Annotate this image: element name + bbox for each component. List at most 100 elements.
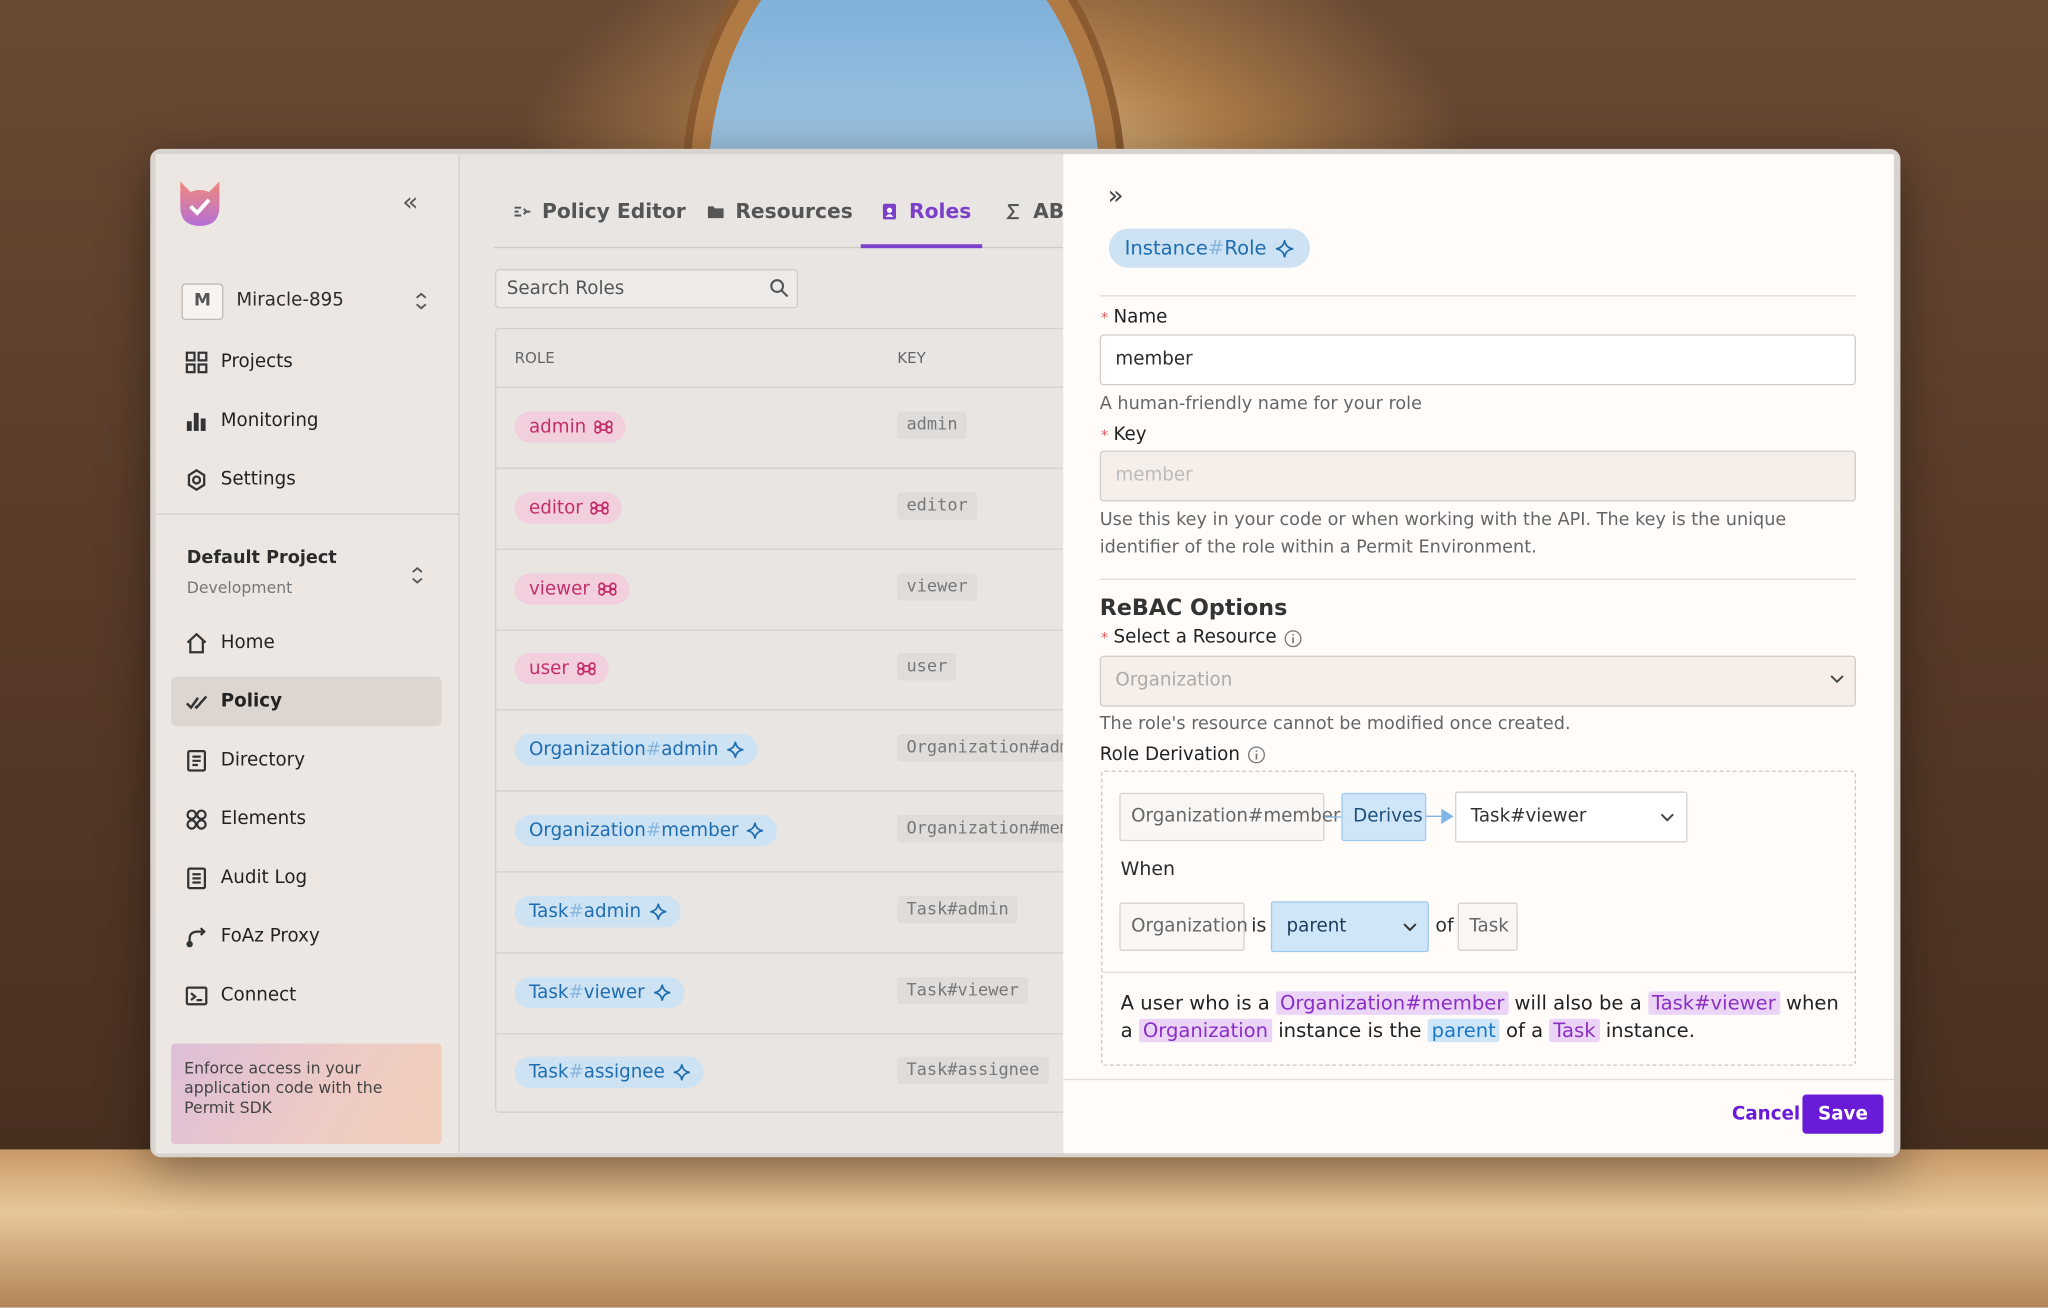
derivation-summary: A user who is a Organization#member will…	[1121, 990, 1846, 1045]
row-divider	[496, 709, 1064, 712]
derivation-verb: Derives	[1341, 792, 1427, 842]
tab-label: Policy Editor	[542, 199, 686, 224]
nav-item[interactable]: Elements	[171, 794, 441, 844]
tab-label: ABAC	[1033, 199, 1064, 224]
chevron	[1660, 813, 1674, 822]
relation-select[interactable]: parent	[1270, 901, 1429, 953]
connector	[1324, 816, 1342, 818]
tab-divider	[493, 246, 1064, 249]
roles-table	[495, 327, 1064, 1113]
tab-label: Resources	[735, 199, 853, 224]
info-icon[interactable]	[1248, 746, 1266, 764]
tab-active[interactable]: Roles	[880, 199, 971, 225]
highlight-term: Organization	[1138, 1018, 1272, 1043]
role-name: viewer	[528, 578, 590, 599]
role-pill: user	[514, 653, 609, 685]
role-name: Task#assignee	[528, 1062, 665, 1084]
when-label: When	[1120, 859, 1176, 881]
role-pill: admin	[514, 411, 626, 443]
highlight-term: Organization#member	[1276, 991, 1509, 1015]
divider	[1102, 971, 1855, 974]
sparkle-icon	[1275, 239, 1293, 257]
nav-label: Directory	[220, 749, 306, 771]
org-switch[interactable]	[414, 291, 428, 311]
row-divider	[496, 951, 1064, 954]
divider	[155, 513, 459, 515]
promo-card[interactable]: Enforce access in your application code …	[171, 1043, 442, 1145]
save-button[interactable]: Save	[1802, 1094, 1884, 1134]
badge-text: Instance#Role	[1124, 236, 1267, 260]
highlight-term: parent	[1427, 1018, 1500, 1043]
nav-item[interactable]: Audit Log	[171, 853, 441, 903]
row-divider	[496, 467, 1064, 469]
name-input[interactable]: member	[1099, 334, 1856, 386]
role-name: editor	[528, 497, 583, 519]
project-name[interactable]: Default Project	[186, 547, 337, 569]
nav-label: FoAz Proxy	[220, 926, 320, 947]
nav-item[interactable]: Settings	[171, 455, 441, 505]
nav-label: Home	[220, 632, 275, 654]
input-placeholder: member	[1115, 464, 1193, 486]
role-name: Organization#admin	[528, 739, 719, 761]
nav-label: Policy	[220, 690, 282, 712]
select-value: Organization	[1115, 670, 1233, 691]
label-text: Role Derivation	[1099, 744, 1240, 766]
role-icon	[576, 662, 595, 676]
roles-view: Policy Editor Resources Roles ABAC Searc…	[459, 154, 1064, 1154]
role-key: user	[897, 653, 957, 681]
hash: #	[568, 1062, 584, 1084]
row-divider	[496, 871, 1064, 873]
collapse-sidebar[interactable]: «	[402, 185, 419, 217]
nav-label: Connect	[220, 984, 297, 1006]
nav-item[interactable]: Directory	[171, 735, 441, 785]
tab[interactable]: Policy Editor	[513, 199, 686, 225]
nav-item[interactable]: Home	[171, 618, 441, 668]
role-type-badge: Instance#Role	[1108, 228, 1310, 268]
tab[interactable]: ABAC	[1004, 199, 1063, 225]
summary-text: when a	[1120, 991, 1839, 1043]
nav-item-active[interactable]: Policy	[171, 676, 442, 727]
derivation-box	[1101, 770, 1856, 1066]
field-label: Role Derivation	[1100, 743, 1266, 767]
field-help: The role's resource cannot be modified o…	[1099, 713, 1571, 735]
key-input: member	[1099, 450, 1856, 502]
sparkle-icon	[673, 1064, 690, 1081]
column-header: ROLE	[514, 348, 555, 368]
row-divider	[496, 629, 1064, 631]
role-pill: viewer	[514, 572, 630, 605]
role-name: Task#admin	[528, 900, 642, 922]
info-icon[interactable]	[1284, 629, 1303, 647]
derivation-source: Organization#member	[1119, 792, 1341, 842]
condition-object: Task	[1457, 902, 1518, 951]
cancel-button[interactable]: Cancel	[1731, 1103, 1801, 1125]
nav-label: Projects	[220, 351, 293, 373]
row-divider	[496, 1032, 1064, 1034]
summary-text: will also be a	[1508, 991, 1648, 1015]
input-value: member	[1115, 348, 1193, 370]
search-input[interactable]	[495, 269, 799, 309]
sparkle-icon	[653, 983, 670, 1001]
field-label: * Name	[1101, 306, 1168, 328]
logo[interactable]	[176, 178, 223, 230]
nav-item[interactable]: Projects	[171, 337, 441, 387]
role-key: Organization#admin	[897, 734, 1064, 762]
project-switch[interactable]	[410, 566, 424, 586]
divider	[1063, 1078, 1894, 1081]
hash: #	[1207, 236, 1225, 260]
role-pill: Organization#member	[514, 815, 778, 847]
role-icon	[590, 501, 609, 515]
sparkle-icon	[649, 903, 667, 920]
role-icon	[594, 420, 613, 434]
tab[interactable]: Resources	[707, 199, 853, 225]
label-text: Key	[1113, 424, 1147, 446]
target-role-select[interactable]: Task#viewer	[1455, 791, 1688, 843]
close-drawer[interactable]: »	[1107, 178, 1124, 211]
nav-item[interactable]: Connect	[171, 970, 441, 1020]
hash: #	[645, 739, 662, 761]
label-text: Select a Resource	[1113, 626, 1277, 648]
row-divider	[496, 548, 1064, 550]
nav-item[interactable]: FoAz Proxy	[171, 912, 441, 962]
nav-item[interactable]: Monitoring	[171, 396, 441, 446]
org-name[interactable]: Miracle-895	[236, 289, 344, 311]
